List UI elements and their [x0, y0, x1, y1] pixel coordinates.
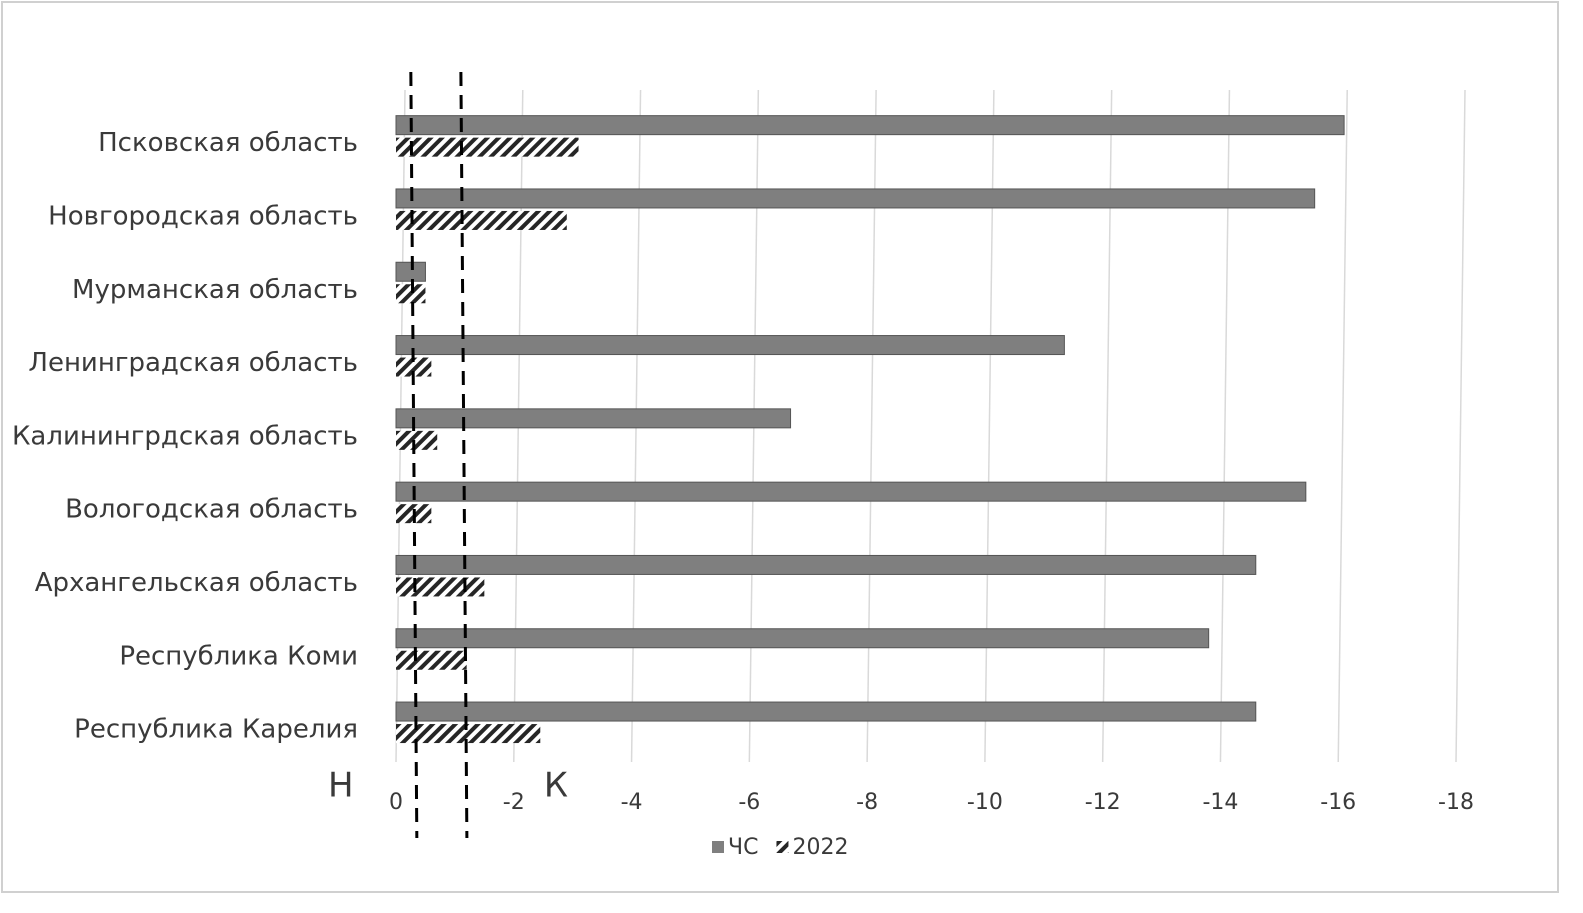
y-tick-label: Республика Коми — [119, 641, 358, 671]
x-tick-label: -2 — [503, 790, 525, 815]
bar-hatched — [396, 357, 432, 377]
bar — [395, 481, 1307, 502]
x-tick-label: -10 — [967, 790, 1003, 815]
x-tick-label: -12 — [1085, 790, 1121, 815]
x-tick-label: -8 — [856, 790, 878, 815]
bar — [395, 335, 1065, 356]
bar-hatched — [396, 724, 541, 744]
reference-label: Н — [328, 766, 354, 806]
bar — [395, 115, 1345, 136]
y-tick-label: Новгородская область — [48, 201, 358, 231]
x-tick-label: -14 — [1202, 790, 1238, 815]
bar-hatched — [396, 430, 438, 450]
bar-hatched — [396, 284, 426, 304]
bar-hatched — [396, 210, 567, 230]
grid-line — [1337, 89, 1348, 763]
x-tick-label: 0 — [389, 790, 403, 815]
legend-swatch — [712, 841, 724, 853]
bar — [395, 408, 792, 429]
bar — [395, 554, 1257, 575]
reference-label: К — [544, 766, 568, 806]
x-tick-label: -6 — [738, 790, 760, 815]
chart-frame — [1, 1, 1559, 893]
y-tick-label: Архангельская область — [35, 568, 358, 598]
bar-hatched — [396, 137, 579, 157]
y-tick-label: Калинингрдская область — [12, 421, 358, 451]
reference-line — [459, 71, 469, 839]
y-tick-label: Мурманская область — [72, 275, 358, 305]
x-tick-label: -16 — [1320, 790, 1356, 815]
reference-line — [409, 71, 419, 839]
bar — [395, 188, 1316, 209]
y-tick-label: Ленинградская область — [28, 348, 358, 378]
legend-swatch — [776, 841, 789, 853]
x-tick-label: -18 — [1438, 790, 1474, 815]
bar-hatched — [396, 577, 485, 597]
grid-line — [1455, 89, 1466, 763]
y-tick-label: Псковская область — [98, 128, 358, 158]
legend-label: ЧС — [728, 835, 758, 860]
y-tick-label: Вологодская область — [65, 495, 358, 525]
y-tick-label: Республика Карелия — [74, 715, 358, 745]
bar — [395, 261, 426, 282]
bar — [395, 628, 1210, 649]
bar-hatched — [396, 650, 467, 670]
bar — [395, 701, 1257, 722]
legend-label: 2022 — [792, 835, 848, 860]
x-tick-label: -4 — [621, 790, 643, 815]
